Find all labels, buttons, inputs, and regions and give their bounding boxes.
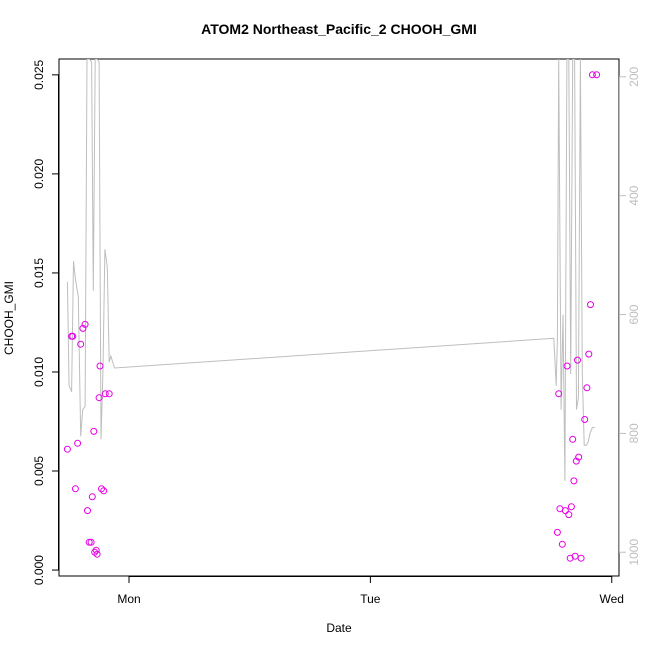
x-axis: Mon Tue Wed <box>117 576 624 606</box>
data-point <box>575 453 583 461</box>
data-point <box>570 477 578 485</box>
data-point <box>558 540 566 548</box>
y-tick-label: 0.025 <box>32 60 46 90</box>
data-point <box>561 507 569 515</box>
data-point <box>69 332 77 340</box>
y-axis-label: CHOOH_GMI <box>2 281 16 355</box>
data-point <box>85 538 93 546</box>
pressure-layer <box>66 59 595 481</box>
data-point <box>71 485 79 493</box>
chart-title: ATOM2 Northeast_Pacific_2 CHOOH_GMI <box>201 21 477 37</box>
data-point <box>571 552 579 560</box>
y2-tick-label: 800 <box>627 423 641 443</box>
data-point <box>90 427 98 435</box>
data-point <box>581 416 589 423</box>
x-tick-label: Mon <box>117 592 140 606</box>
data-point <box>583 384 591 392</box>
pressure-line <box>66 59 595 481</box>
data-point <box>100 487 108 495</box>
data-point <box>105 390 113 398</box>
data-point <box>567 503 575 511</box>
data-point <box>553 528 561 536</box>
data-point <box>565 511 573 519</box>
points-layer <box>63 71 601 562</box>
y2-tick-label: 600 <box>627 304 641 324</box>
y-axis: 0.000 0.005 0.010 0.015 0.020 0.025 <box>32 60 59 585</box>
data-point <box>96 362 104 370</box>
data-point <box>74 439 82 447</box>
data-point <box>587 301 594 309</box>
data-point <box>93 550 101 558</box>
y-tick-label: 0.005 <box>32 456 46 486</box>
data-point <box>81 320 89 328</box>
data-point <box>588 71 596 79</box>
data-point <box>87 538 95 546</box>
data-point <box>84 507 91 515</box>
data-point <box>574 356 581 364</box>
data-point <box>555 390 563 398</box>
x-tick-label: Wed <box>600 592 624 606</box>
y-tick-label: 0.010 <box>32 357 46 387</box>
x-axis-label: Date <box>326 621 352 635</box>
data-point <box>569 435 577 443</box>
y2-tick-label: 400 <box>627 185 641 205</box>
data-point <box>92 546 100 554</box>
data-point <box>563 362 571 370</box>
y2-tick-label: 1000 <box>627 539 641 566</box>
data-point <box>79 324 87 332</box>
data-point <box>88 493 96 501</box>
x-tick-label: Tue <box>360 592 381 606</box>
data-point <box>585 350 593 358</box>
plot-frame <box>58 58 620 577</box>
y-tick-label: 0.015 <box>32 258 46 288</box>
data-point <box>95 394 103 402</box>
data-point <box>577 554 585 562</box>
data-point <box>593 71 601 79</box>
y2-tick-label: 200 <box>627 66 641 86</box>
secondary-y-axis: 200 400 600 800 1000 <box>619 66 641 566</box>
data-point <box>63 445 71 453</box>
data-point <box>98 485 105 493</box>
y-tick-label: 0.020 <box>32 159 46 189</box>
data-point <box>77 340 85 348</box>
data-point <box>101 390 109 398</box>
y-tick-label: 0.000 <box>32 555 46 585</box>
